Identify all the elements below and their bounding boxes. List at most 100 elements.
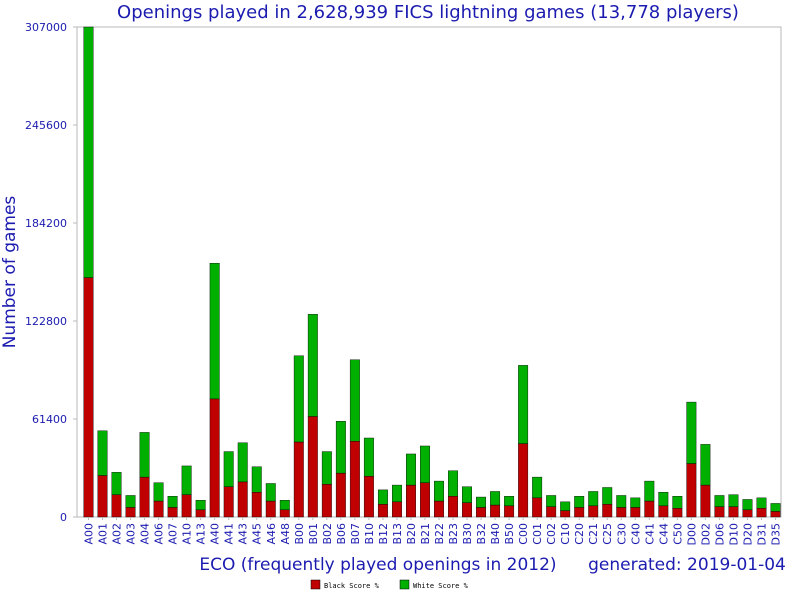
x-tick-label: C41 <box>643 523 656 545</box>
x-tick-label: D06 <box>713 523 726 545</box>
x-tick-label: D35 <box>769 523 782 545</box>
x-axis-ticks: A00 A01 A02 A03 A04 A06 A07 A10 A13 A40 A41 A43 A45 A… <box>83 517 782 545</box>
bar-black-D10 <box>728 506 739 518</box>
x-tick-label: C21 <box>587 523 600 545</box>
bar-black-C21 <box>588 505 599 518</box>
bar-white-A04 <box>139 432 150 478</box>
y-tick-label: 0 <box>60 511 67 524</box>
bar-white-A03 <box>125 495 136 508</box>
bar-white-B50 <box>504 496 515 507</box>
bar-black-B01 <box>307 416 318 518</box>
bar-white-C00 <box>518 365 529 444</box>
bar-black-B30 <box>462 502 472 518</box>
x-tick-label: D20 <box>741 523 754 545</box>
bar-black-A45 <box>251 492 262 518</box>
x-tick-label: C02 <box>545 523 558 545</box>
bar-black-B20 <box>406 484 416 518</box>
bar-white-A06 <box>153 482 164 502</box>
x-tick-label: B23 <box>447 523 460 545</box>
x-tick-label: B06 <box>335 523 348 545</box>
bar-black-A04 <box>139 476 150 518</box>
x-tick-label: D31 <box>755 523 768 545</box>
bar-white-B13 <box>391 484 402 503</box>
bar-black-A40 <box>209 398 220 518</box>
bar-black-A02 <box>111 494 122 518</box>
bar-white-C01 <box>532 476 543 499</box>
bar-black-C01 <box>532 497 543 518</box>
bar-black-C02 <box>546 506 557 518</box>
bar-white-D00 <box>686 401 697 464</box>
x-tick-label: A03 <box>125 523 138 545</box>
bar-black-B12 <box>377 504 388 518</box>
bar-black-B22 <box>434 500 444 518</box>
legend: Black Score % White Score % <box>310 579 469 590</box>
bar-black-B02 <box>321 484 332 518</box>
bar-white-B07 <box>349 359 360 442</box>
bar-black-A13 <box>195 509 206 518</box>
bar-white-C44 <box>658 492 669 507</box>
bar-white-C30 <box>616 495 627 508</box>
x-tick-label: A06 <box>153 523 166 545</box>
bar-white-B30 <box>462 486 472 503</box>
bar-black-D20 <box>742 509 753 518</box>
x-tick-label: A48 <box>279 523 292 545</box>
x-tick-label: B21 <box>419 523 432 545</box>
bar-white-C20 <box>574 496 585 508</box>
bar-black-A10 <box>181 494 192 518</box>
bar-white-B20 <box>406 453 416 486</box>
x-tick-label: C01 <box>531 523 544 545</box>
bar-white-A02 <box>111 472 122 495</box>
bar-black-A03 <box>125 507 136 518</box>
bar-black-B50 <box>504 505 515 518</box>
bar-black-B13 <box>391 501 402 518</box>
bar-white-B32 <box>476 496 487 508</box>
bar-white-C41 <box>644 480 655 502</box>
y-tick-label: 307000 <box>25 21 67 34</box>
x-tick-label: D02 <box>699 523 712 545</box>
x-tick-label: B02 <box>321 523 334 545</box>
x-tick-label: A10 <box>181 523 194 545</box>
x-tick-label: A01 <box>97 523 110 545</box>
bar-black-C50 <box>672 508 683 518</box>
y-axis-label: Number of games <box>0 196 20 349</box>
bar-white-A43 <box>237 442 248 483</box>
bar-white-B10 <box>363 437 374 477</box>
bar-white-C10 <box>560 501 571 511</box>
x-tick-label: B00 <box>293 523 306 545</box>
x-tick-label: A41 <box>223 523 236 545</box>
x-tick-label: B32 <box>475 523 488 545</box>
bar-white-D02 <box>700 444 711 486</box>
x-tick-label: A13 <box>195 523 208 545</box>
x-tick-label: A02 <box>111 523 124 545</box>
bar-white-A13 <box>195 500 206 511</box>
x-tick-label: B22 <box>433 523 446 545</box>
bar-black-B06 <box>335 472 346 518</box>
generated-date: generated: 2019-01-04 <box>588 555 786 575</box>
bar-black-D35 <box>770 511 781 518</box>
bar-black-B00 <box>293 441 304 518</box>
bar-white-A45 <box>251 466 262 493</box>
x-tick-label: D10 <box>727 523 740 545</box>
x-tick-label: B01 <box>307 523 320 545</box>
bar-black-A06 <box>153 500 164 518</box>
chart-title: Openings played in 2,628,939 FICS lightn… <box>117 2 739 23</box>
x-tick-label: B10 <box>363 523 376 545</box>
bar-white-A01 <box>97 430 108 476</box>
bar-black-A41 <box>223 486 234 518</box>
bar-white-A46 <box>265 483 276 502</box>
bar-black-C40 <box>630 507 641 518</box>
bar-white-B40 <box>490 491 501 506</box>
bar-black-D00 <box>686 463 697 518</box>
legend-swatch-white <box>399 579 410 590</box>
bar-black-B40 <box>490 504 501 518</box>
bar-black-C10 <box>560 510 571 518</box>
bar-white-B23 <box>448 470 458 497</box>
x-tick-label: B20 <box>405 523 418 545</box>
bar-black-A43 <box>237 481 248 518</box>
y-tick-label: 61400 <box>32 413 67 426</box>
bar-white-D10 <box>728 494 739 507</box>
x-tick-label: A07 <box>167 523 180 545</box>
x-tick-label: C20 <box>573 523 586 545</box>
bars <box>83 26 781 518</box>
y-tick-label: 184200 <box>25 217 67 230</box>
